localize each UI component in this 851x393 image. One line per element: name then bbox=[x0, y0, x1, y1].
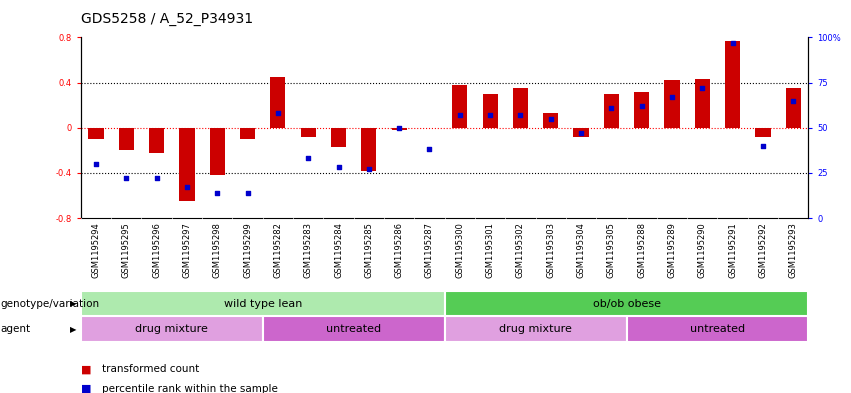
Text: genotype/variation: genotype/variation bbox=[0, 299, 99, 309]
Text: GSM1195304: GSM1195304 bbox=[577, 222, 585, 277]
Bar bbox=[209, 128, 225, 175]
Bar bbox=[452, 85, 467, 128]
Text: GSM1195285: GSM1195285 bbox=[364, 222, 374, 277]
Text: GSM1195303: GSM1195303 bbox=[546, 222, 555, 278]
Point bbox=[332, 164, 346, 171]
Bar bbox=[756, 128, 770, 137]
Point bbox=[89, 161, 103, 167]
Point bbox=[210, 190, 224, 196]
Text: wild type lean: wild type lean bbox=[224, 299, 302, 309]
Text: GSM1195289: GSM1195289 bbox=[667, 222, 677, 277]
Text: ob/ob obese: ob/ob obese bbox=[592, 299, 660, 309]
Text: GSM1195298: GSM1195298 bbox=[213, 222, 222, 277]
Text: GSM1195299: GSM1195299 bbox=[243, 222, 252, 277]
Bar bbox=[180, 128, 195, 201]
Point bbox=[635, 103, 648, 109]
Text: GSM1195292: GSM1195292 bbox=[758, 222, 768, 277]
Bar bbox=[81, 316, 263, 342]
Text: GSM1195295: GSM1195295 bbox=[122, 222, 131, 277]
Text: GSM1195302: GSM1195302 bbox=[516, 222, 525, 277]
Bar bbox=[149, 128, 164, 152]
Text: GSM1195283: GSM1195283 bbox=[304, 222, 312, 278]
Text: GSM1195288: GSM1195288 bbox=[637, 222, 646, 278]
Text: GSM1195294: GSM1195294 bbox=[92, 222, 100, 277]
Point bbox=[514, 112, 528, 118]
Point bbox=[241, 190, 254, 196]
Text: ▶: ▶ bbox=[70, 325, 77, 334]
Text: ■: ■ bbox=[81, 364, 91, 375]
Text: GSM1195296: GSM1195296 bbox=[152, 222, 161, 277]
Text: transformed count: transformed count bbox=[102, 364, 199, 375]
Bar bbox=[785, 88, 801, 128]
Bar bbox=[574, 128, 589, 137]
Text: GSM1195305: GSM1195305 bbox=[607, 222, 616, 277]
Point bbox=[362, 166, 375, 173]
Bar bbox=[604, 94, 619, 128]
Text: GSM1195284: GSM1195284 bbox=[334, 222, 343, 277]
Point bbox=[119, 175, 133, 182]
Text: GSM1195287: GSM1195287 bbox=[425, 222, 434, 278]
Point bbox=[574, 130, 588, 136]
Text: percentile rank within the sample: percentile rank within the sample bbox=[102, 384, 278, 393]
Text: GDS5258 / A_52_P34931: GDS5258 / A_52_P34931 bbox=[81, 12, 253, 26]
Point bbox=[695, 85, 709, 91]
Bar bbox=[89, 128, 104, 139]
Text: GSM1195300: GSM1195300 bbox=[455, 222, 465, 277]
Bar bbox=[444, 291, 808, 316]
Bar bbox=[665, 80, 680, 128]
Point bbox=[180, 184, 194, 191]
Bar bbox=[543, 113, 558, 128]
Bar bbox=[119, 128, 134, 150]
Text: GSM1195301: GSM1195301 bbox=[486, 222, 494, 277]
Text: GSM1195293: GSM1195293 bbox=[789, 222, 797, 277]
Text: drug mixture: drug mixture bbox=[135, 324, 208, 334]
Bar bbox=[331, 128, 346, 147]
Point bbox=[271, 110, 285, 116]
Point bbox=[726, 40, 740, 46]
Text: GSM1195290: GSM1195290 bbox=[698, 222, 707, 277]
Text: untreated: untreated bbox=[326, 324, 381, 334]
Bar bbox=[240, 128, 255, 139]
Point bbox=[453, 112, 466, 118]
Bar bbox=[513, 88, 528, 128]
Bar bbox=[362, 128, 376, 171]
Text: agent: agent bbox=[0, 324, 30, 334]
Text: drug mixture: drug mixture bbox=[500, 324, 572, 334]
Bar bbox=[634, 92, 649, 128]
Point bbox=[786, 97, 800, 104]
Text: GSM1195282: GSM1195282 bbox=[273, 222, 283, 277]
Bar bbox=[81, 291, 444, 316]
Text: untreated: untreated bbox=[690, 324, 745, 334]
Point bbox=[392, 125, 406, 131]
Point bbox=[604, 105, 618, 111]
Bar bbox=[725, 41, 740, 128]
Point bbox=[665, 94, 679, 100]
Bar bbox=[271, 77, 285, 128]
Bar bbox=[300, 128, 316, 137]
Point bbox=[423, 146, 437, 152]
Text: GSM1195286: GSM1195286 bbox=[395, 222, 403, 278]
Text: ■: ■ bbox=[81, 384, 91, 393]
Point bbox=[150, 175, 163, 182]
Point bbox=[544, 116, 557, 122]
Bar bbox=[694, 79, 710, 128]
Text: GSM1195291: GSM1195291 bbox=[728, 222, 737, 277]
Bar bbox=[263, 316, 444, 342]
Bar bbox=[391, 128, 407, 130]
Bar bbox=[483, 94, 498, 128]
Text: ▶: ▶ bbox=[70, 299, 77, 308]
Text: GSM1195297: GSM1195297 bbox=[182, 222, 191, 277]
Point bbox=[301, 155, 315, 162]
Point bbox=[483, 112, 497, 118]
Point bbox=[757, 143, 770, 149]
Bar bbox=[626, 316, 808, 342]
Bar bbox=[444, 316, 626, 342]
